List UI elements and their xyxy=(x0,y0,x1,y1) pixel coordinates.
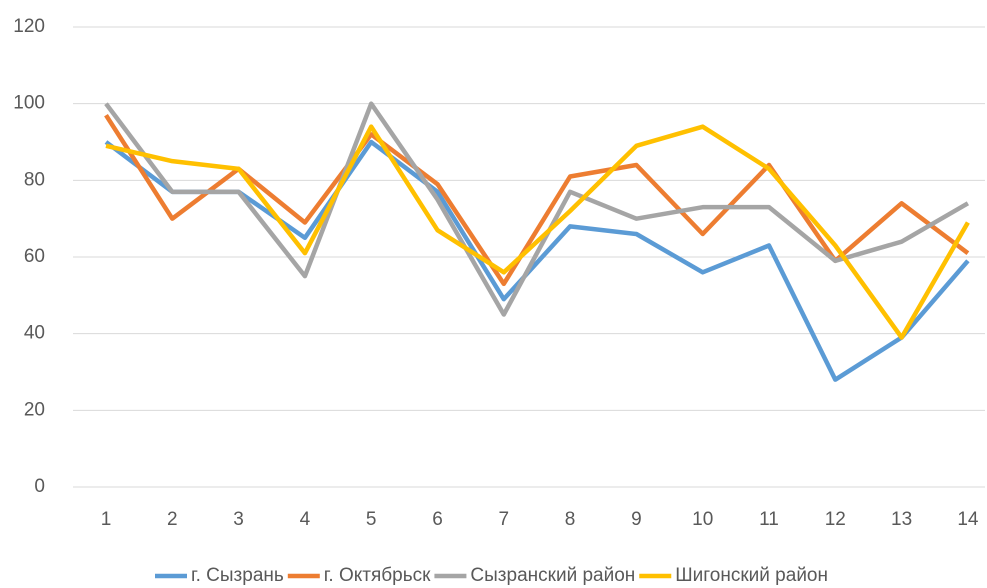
x-tick-label: 12 xyxy=(825,509,846,530)
legend-label: Шигонский район xyxy=(675,565,828,586)
x-tick-label: 7 xyxy=(499,509,510,530)
y-tick-label: 100 xyxy=(13,93,45,114)
x-tick-label: 5 xyxy=(366,509,377,530)
y-tick-label: 40 xyxy=(24,323,45,344)
y-tick-label: 0 xyxy=(34,476,45,497)
x-tick-label: 14 xyxy=(957,509,979,530)
series-line xyxy=(105,124,970,340)
x-tick-label: 9 xyxy=(631,509,642,530)
series-line xyxy=(104,113,970,287)
x-tick-label: 10 xyxy=(692,509,713,530)
x-tick-label: 1 xyxy=(101,509,112,530)
y-tick-label: 80 xyxy=(24,169,45,190)
x-tick-label: 6 xyxy=(432,509,443,530)
y-tick-label: 20 xyxy=(24,399,45,420)
series-line xyxy=(104,139,970,382)
legend-label: Сызранский район xyxy=(470,565,635,586)
series-line xyxy=(104,101,970,317)
legend-label: г. Октябрьск xyxy=(324,565,431,586)
x-tick-label: 3 xyxy=(233,509,244,530)
y-tick-label: 120 xyxy=(13,16,45,37)
legend-label: г. Сызрань xyxy=(191,565,284,586)
x-tick-label: 4 xyxy=(300,509,311,530)
x-tick-label: 2 xyxy=(167,509,178,530)
x-tick-label: 11 xyxy=(759,509,779,530)
x-tick-label: 8 xyxy=(565,509,576,530)
x-tick-label: 13 xyxy=(891,509,912,530)
y-tick-label: 60 xyxy=(24,246,45,267)
